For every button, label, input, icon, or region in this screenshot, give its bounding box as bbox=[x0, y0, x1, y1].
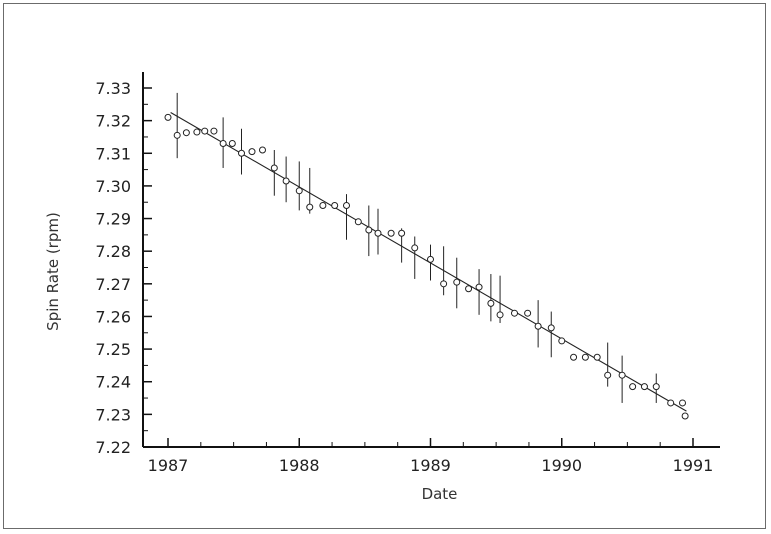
data-point bbox=[440, 280, 448, 288]
y-tick-label: 7.33 bbox=[95, 79, 131, 98]
x-axis-label: Date bbox=[422, 485, 458, 503]
data-point bbox=[374, 229, 382, 237]
y-tick-label: 7.22 bbox=[95, 438, 131, 457]
data-point bbox=[593, 353, 601, 361]
y-tick-label: 7.29 bbox=[95, 210, 131, 229]
data-point bbox=[331, 201, 339, 209]
y-tick-label: 7.25 bbox=[95, 340, 131, 359]
data-point bbox=[182, 129, 190, 137]
data-point bbox=[238, 149, 245, 157]
data-point bbox=[681, 412, 689, 420]
data-points bbox=[164, 113, 689, 420]
data-point bbox=[398, 229, 406, 237]
data-point bbox=[164, 113, 172, 121]
x-ticks: 1987 1988 1989 1990 1991 bbox=[148, 438, 714, 475]
data-point bbox=[511, 309, 518, 317]
data-point bbox=[547, 324, 555, 332]
x-tick-label: 1990 bbox=[541, 456, 582, 475]
data-point bbox=[496, 311, 504, 319]
data-point bbox=[667, 399, 675, 407]
x-tick-label: 1988 bbox=[279, 456, 320, 475]
data-point bbox=[475, 283, 483, 291]
data-point bbox=[295, 187, 303, 195]
data-point bbox=[411, 244, 419, 252]
data-point bbox=[210, 127, 218, 135]
y-tick-label: 7.32 bbox=[95, 112, 131, 131]
x-tick-label: 1989 bbox=[410, 456, 451, 475]
axes bbox=[142, 72, 720, 448]
data-point bbox=[534, 322, 542, 330]
data-point bbox=[629, 383, 637, 391]
data-point bbox=[558, 337, 566, 345]
data-point bbox=[581, 353, 589, 361]
data-point bbox=[193, 128, 201, 136]
y-tick-label: 7.30 bbox=[95, 177, 131, 196]
y-tick-label: 7.23 bbox=[95, 405, 131, 424]
y-tick-label: 7.26 bbox=[95, 307, 131, 326]
data-point bbox=[652, 383, 660, 391]
data-point bbox=[259, 146, 266, 154]
data-point bbox=[365, 226, 373, 234]
data-point bbox=[319, 201, 327, 209]
data-point bbox=[524, 309, 532, 317]
data-point bbox=[219, 139, 227, 147]
y-axis-label: Spin Rate (rpm) bbox=[44, 212, 62, 331]
data-point bbox=[427, 255, 434, 263]
y-tick-label: 7.27 bbox=[95, 275, 131, 294]
data-point bbox=[604, 371, 612, 379]
data-point bbox=[354, 218, 362, 226]
data-point bbox=[387, 229, 395, 237]
y-tick-label: 7.28 bbox=[95, 242, 131, 261]
data-point bbox=[173, 131, 181, 139]
data-point bbox=[228, 139, 236, 147]
data-point bbox=[343, 201, 350, 209]
data-point bbox=[640, 383, 648, 391]
data-point bbox=[282, 177, 290, 185]
data-point bbox=[248, 148, 256, 156]
data-point bbox=[201, 127, 209, 135]
data-point bbox=[618, 371, 626, 379]
data-point bbox=[306, 203, 314, 211]
data-point bbox=[679, 399, 686, 407]
y-ticks: 7.22 7.23 7.24 7.25 7.26 7.27 7.28 7.29 7.30 7.31… bbox=[95, 79, 152, 457]
x-tick-label: 1991 bbox=[673, 456, 714, 475]
y-tick-label: 7.24 bbox=[95, 373, 131, 392]
data-point bbox=[453, 278, 461, 286]
x-tick-label: 1987 bbox=[148, 456, 189, 475]
data-point bbox=[570, 353, 578, 361]
y-tick-label: 7.31 bbox=[95, 144, 131, 163]
data-point bbox=[270, 164, 278, 172]
figure-frame bbox=[3, 3, 766, 529]
data-point bbox=[487, 299, 495, 307]
data-point bbox=[465, 285, 473, 293]
